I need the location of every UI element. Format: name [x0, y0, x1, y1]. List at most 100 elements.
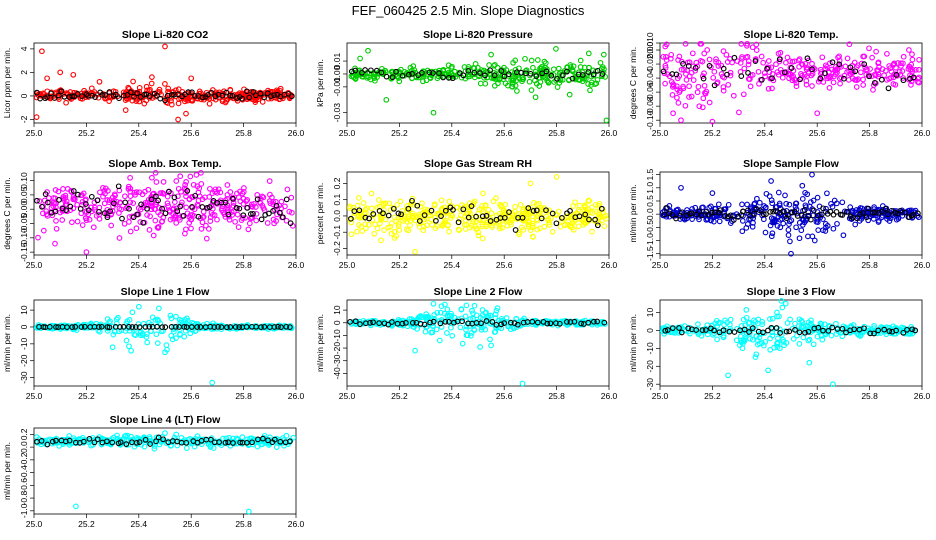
data-point: [183, 193, 189, 200]
data-point: [710, 74, 717, 81]
data-point: [777, 49, 784, 56]
overlay-point: [760, 211, 767, 218]
data-point: [350, 204, 357, 211]
data-point: [115, 314, 121, 321]
y-tick-label: 10: [332, 305, 342, 315]
data-point: [799, 61, 805, 67]
data-point: [269, 194, 275, 201]
data-point: [224, 182, 231, 188]
data-point: [161, 205, 168, 212]
x-tick-label: 25.8: [235, 128, 252, 138]
data-point: [809, 233, 816, 240]
data-point: [790, 73, 796, 79]
data-point: [95, 94, 102, 101]
data-point: [597, 59, 604, 66]
data-point: [380, 200, 387, 207]
overlay-point: [553, 320, 559, 326]
outlier-point: [183, 110, 189, 117]
overlay-point: [830, 211, 837, 218]
overlay-point: [236, 324, 243, 330]
x-tick-label: 26.0: [914, 260, 931, 270]
overlay-point: [390, 205, 397, 212]
overlay-point: [679, 209, 686, 216]
overlay-point: [827, 208, 834, 215]
x-tick-label: 25.0: [339, 260, 356, 270]
data-point: [429, 222, 435, 228]
data-point: [217, 189, 224, 196]
data-point: [244, 197, 251, 203]
overlay-point: [678, 329, 685, 336]
data-point: [109, 199, 116, 205]
data-point: [77, 436, 84, 442]
data-point: [677, 87, 683, 94]
data-point: [505, 82, 511, 89]
overlay-point: [512, 227, 519, 233]
y-tick-label: 0.2: [332, 177, 342, 189]
overlay-point: [44, 94, 50, 100]
overlay-point: [861, 61, 868, 67]
overlay-point: [871, 79, 878, 86]
overlay-point: [741, 326, 748, 333]
overlay-point: [171, 91, 177, 98]
data-point: [397, 198, 404, 205]
data-point: [603, 215, 609, 222]
x-tick-label: 25.6: [809, 391, 826, 401]
panel-title: Slope Line 3 Flow: [747, 286, 837, 298]
overlay-point: [123, 441, 130, 447]
overlay-point: [867, 330, 874, 337]
outlier-point: [188, 75, 195, 82]
data-point: [289, 209, 295, 216]
x-tick-label: 25.8: [235, 260, 252, 270]
data-point: [819, 336, 826, 343]
data-point: [178, 317, 185, 324]
data-point: [482, 80, 489, 87]
data-point: [909, 56, 916, 63]
data-point: [543, 317, 549, 324]
overlay-point: [236, 205, 243, 212]
overlay-point: [96, 208, 102, 215]
overlay-point: [211, 324, 218, 330]
data-point: [227, 189, 234, 195]
x-tick-label: 25.2: [78, 128, 95, 138]
data-point: [391, 228, 398, 235]
data-point: [569, 213, 576, 220]
data-point: [466, 224, 473, 231]
overlay-point: [53, 437, 59, 444]
outlier-point: [532, 94, 539, 101]
overlay-point: [836, 61, 843, 68]
overlay-point: [378, 69, 385, 76]
overlay-point: [449, 75, 456, 82]
y-tick-label: 0: [332, 320, 342, 325]
overlay-point: [362, 214, 369, 221]
data-point: [128, 433, 134, 440]
data-point: [206, 194, 213, 200]
data-point: [714, 336, 720, 343]
y-tick-label: -40: [332, 367, 342, 380]
overlay-point: [39, 203, 45, 210]
overlay-point: [419, 69, 425, 76]
data-point: [535, 212, 542, 219]
overlay-point: [183, 439, 190, 446]
outlier-point: [670, 110, 676, 117]
data-point: [504, 222, 511, 229]
x-tick-label: 25.0: [26, 391, 43, 401]
overlay-point: [155, 197, 161, 204]
data-point: [875, 67, 882, 74]
data-point: [863, 67, 869, 73]
overlay-point: [136, 324, 143, 330]
overlay-point: [487, 67, 493, 74]
data-point: [793, 224, 799, 231]
data-point: [854, 77, 860, 84]
data-point: [830, 225, 837, 232]
data-point: [673, 210, 680, 216]
data-point: [357, 208, 364, 215]
data-point: [716, 218, 723, 225]
overlay-point: [99, 92, 106, 98]
overlay-point: [34, 89, 40, 96]
x-tick-label: 25.8: [235, 519, 252, 529]
data-point: [787, 238, 793, 245]
x-tick-label: 26.0: [288, 519, 305, 529]
data-point: [720, 48, 727, 54]
y-tick-label: -20: [19, 354, 29, 367]
data-point: [404, 218, 410, 225]
